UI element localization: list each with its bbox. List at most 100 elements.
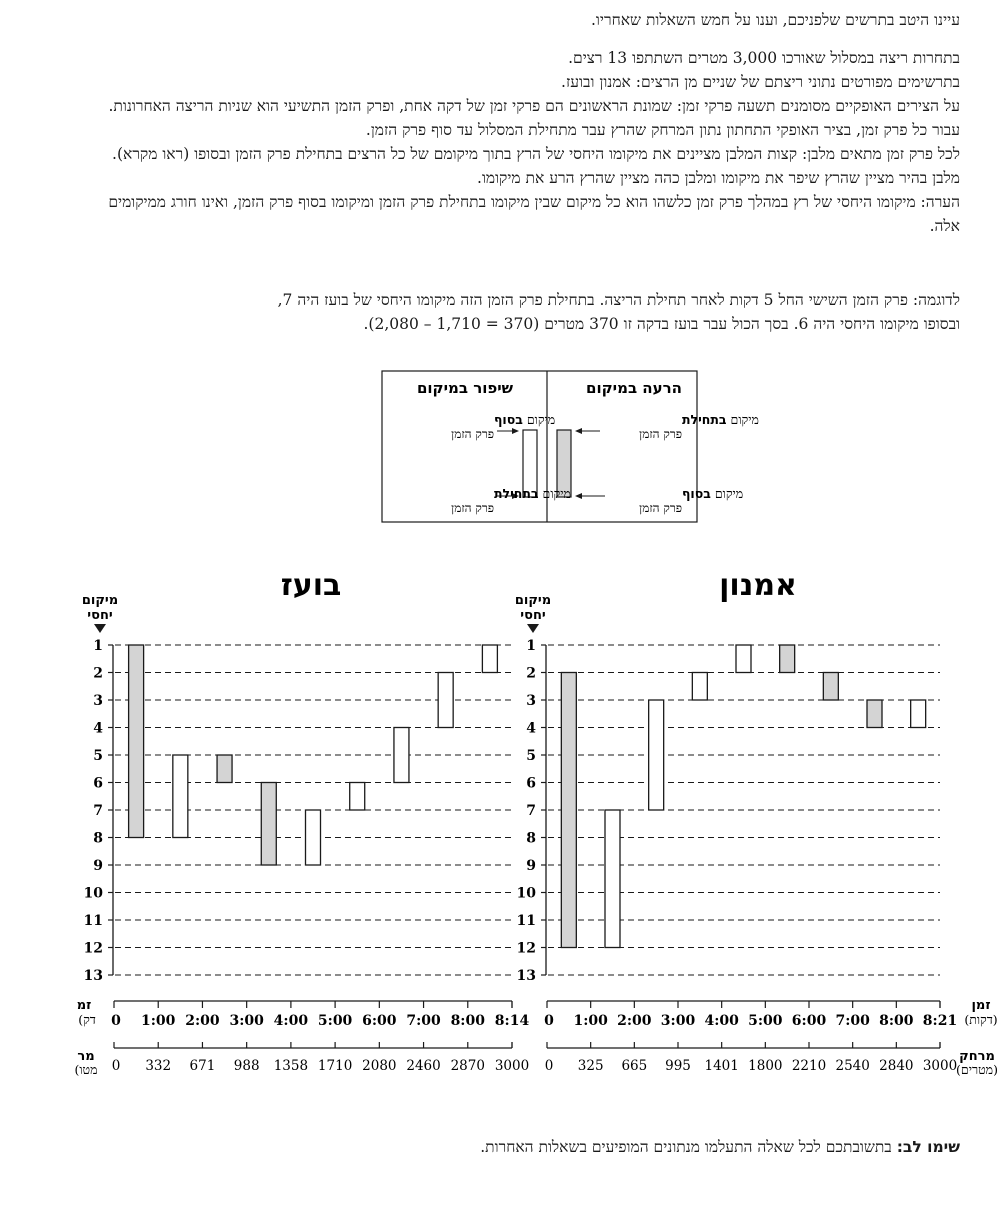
rank-tick-label: 12	[517, 941, 536, 957]
legend-period: פרק הזמן	[451, 427, 494, 441]
rank-tick-label: 13	[517, 968, 536, 984]
rank-tick-label: 10	[517, 886, 537, 902]
time-tick-label: 7:00	[835, 1013, 870, 1029]
distance-axis-label: מרחק	[959, 1049, 995, 1064]
distance-axis-unit-cut: (מטו	[74, 1062, 97, 1077]
rank-axis-label: מיקום	[515, 593, 551, 608]
distance-tick-label: 1710	[318, 1058, 352, 1074]
time-axis-label: זמן	[971, 998, 990, 1013]
arrow-right-icon	[512, 428, 519, 434]
time-tick-label: 6:00	[792, 1013, 827, 1029]
rank-tick-label: 1	[93, 638, 103, 654]
time-tick-label: 2:00	[185, 1013, 220, 1029]
arrow-right-icon	[512, 493, 519, 499]
description-paragraph: בתרשימים מפורטים נתוני ריצתם של שניים מן…	[561, 73, 960, 91]
legend-pos-word: מיקום	[731, 412, 759, 427]
notice-text: בתשובתכם לכל שאלה התעלמו מנתונים המופיעי…	[480, 1138, 892, 1156]
distance-tick-label: 3000	[495, 1058, 529, 1074]
description-paragraph: לכל פרק זמן מתאים מלבן: קצות המלבן מציינ…	[112, 145, 960, 187]
rank-tick-label: 11	[517, 913, 536, 929]
bar-better	[910, 699, 927, 729]
rank-tick-label: 5	[93, 748, 103, 764]
distance-tick-label: 2840	[879, 1058, 913, 1074]
description: בתחרות ריצה במסלול שאורכו 3,000 מטרים הש…	[100, 46, 960, 238]
legend-pos-word: מיקום	[543, 486, 571, 501]
distance-tick-label: 988	[234, 1058, 260, 1074]
distance-tick-label: 325	[578, 1058, 604, 1074]
time-tick-label: 7:00	[406, 1013, 441, 1029]
distance-tick-label: 3000	[923, 1058, 957, 1074]
bar-worse	[560, 671, 577, 949]
triangle-down-icon	[94, 624, 106, 633]
bar-better	[304, 809, 322, 866]
distance-tick-label: 2540	[835, 1058, 869, 1074]
time-tick-label: 4:00	[704, 1013, 739, 1029]
distance-axis-label-cut: מר	[77, 1049, 94, 1064]
bar-worse	[866, 699, 883, 729]
time-axis-unit-cut: (דק	[78, 1012, 96, 1027]
description-paragraph: בתחרות ריצה במסלול שאורכו 3,000 מטרים הש…	[568, 49, 960, 67]
time-tick-label: 8:00	[879, 1013, 914, 1029]
rank-tick-label: 6	[526, 776, 536, 792]
rank-tick-label: 7	[93, 803, 103, 819]
distance-tick-label: 1800	[748, 1058, 782, 1074]
legend-pos-word: מיקום	[715, 486, 743, 501]
rank-tick-label: 3	[526, 693, 536, 709]
legend-worse-rect	[556, 429, 572, 498]
legend: הרעה במיקום שיפור במיקום מיקום בתחילת פר…	[381, 370, 759, 523]
legend-frame	[381, 370, 698, 523]
time-tick-label: 8:21	[923, 1013, 957, 1029]
intro-text: עיינו היטב בתרשים שלפניכם, וענו על חמש ה…	[591, 11, 960, 29]
bar-worse	[216, 754, 233, 784]
legend-at-start: בתחילת	[494, 486, 539, 501]
bar-worse	[822, 671, 839, 701]
bar-worse	[260, 781, 277, 866]
time-tick-label: 3:00	[229, 1013, 264, 1029]
distance-tick-label: 2460	[406, 1058, 440, 1074]
notice-label: שימו לב:	[896, 1138, 960, 1156]
rank-tick-label: 2	[526, 666, 536, 682]
distance-axis-unit: (מטרים)	[956, 1062, 998, 1077]
distance-tick-label: 665	[621, 1058, 647, 1074]
rank-tick-label: 7	[526, 803, 536, 819]
distance-tick-label: 2870	[451, 1058, 485, 1074]
distance-tick-label: 995	[665, 1058, 691, 1074]
bar-better	[349, 781, 366, 811]
distance-tick-label: 0	[112, 1058, 121, 1074]
time-tick-label: 1:00	[141, 1013, 176, 1029]
bar-better	[691, 671, 708, 701]
svg-text:מיקום בתחילת: מיקום בתחילת	[682, 412, 759, 427]
notice: שימו לב: בתשובתכם לכל שאלה התעלמו מנתוני…	[100, 1138, 960, 1157]
bar-better	[735, 644, 752, 674]
legend-period: פרק הזמן	[639, 427, 682, 441]
distance-tick-label: 1358	[274, 1058, 308, 1074]
legend-worse-title: הרעה במיקום	[586, 379, 682, 397]
rank-tick-label: 8	[526, 831, 536, 847]
rank-tick-label: 4	[526, 721, 536, 737]
time-tick-label: 4:00	[274, 1013, 309, 1029]
time-tick-label: 5:00	[318, 1013, 353, 1029]
distance-tick-label: 0	[545, 1058, 554, 1074]
distance-tick-label: 332	[145, 1058, 171, 1074]
rank-tick-label: 9	[526, 858, 536, 874]
rank-tick-label: 12	[84, 941, 103, 957]
time-tick-label: 8:00	[451, 1013, 486, 1029]
distance-tick-label: 2080	[362, 1058, 396, 1074]
distance-tick-label: 2210	[792, 1058, 826, 1074]
example-line: לדוגמה: פרק הזמן השישי החל 5 דקות לאחר ת…	[277, 291, 960, 309]
bar-worse	[779, 644, 796, 674]
time-tick-label: 6:00	[362, 1013, 397, 1029]
time-tick-label: 2:00	[617, 1013, 652, 1029]
rank-tick-label: 1	[526, 638, 536, 654]
description-paragraph: על הצירים האופקיים מסומנים תשעה פרקי זמן…	[108, 97, 960, 139]
time-tick-label: 8:14	[495, 1013, 530, 1029]
arrow-left-icon	[575, 493, 582, 499]
distance-tick-label: 1401	[704, 1058, 738, 1074]
rank-axis-label: מיקום	[82, 593, 118, 608]
rank-tick-label: 9	[93, 858, 103, 874]
time-tick-label: 1:00	[573, 1013, 608, 1029]
rank-tick-label: 10	[84, 886, 104, 902]
rank-tick-label: 4	[93, 721, 103, 737]
